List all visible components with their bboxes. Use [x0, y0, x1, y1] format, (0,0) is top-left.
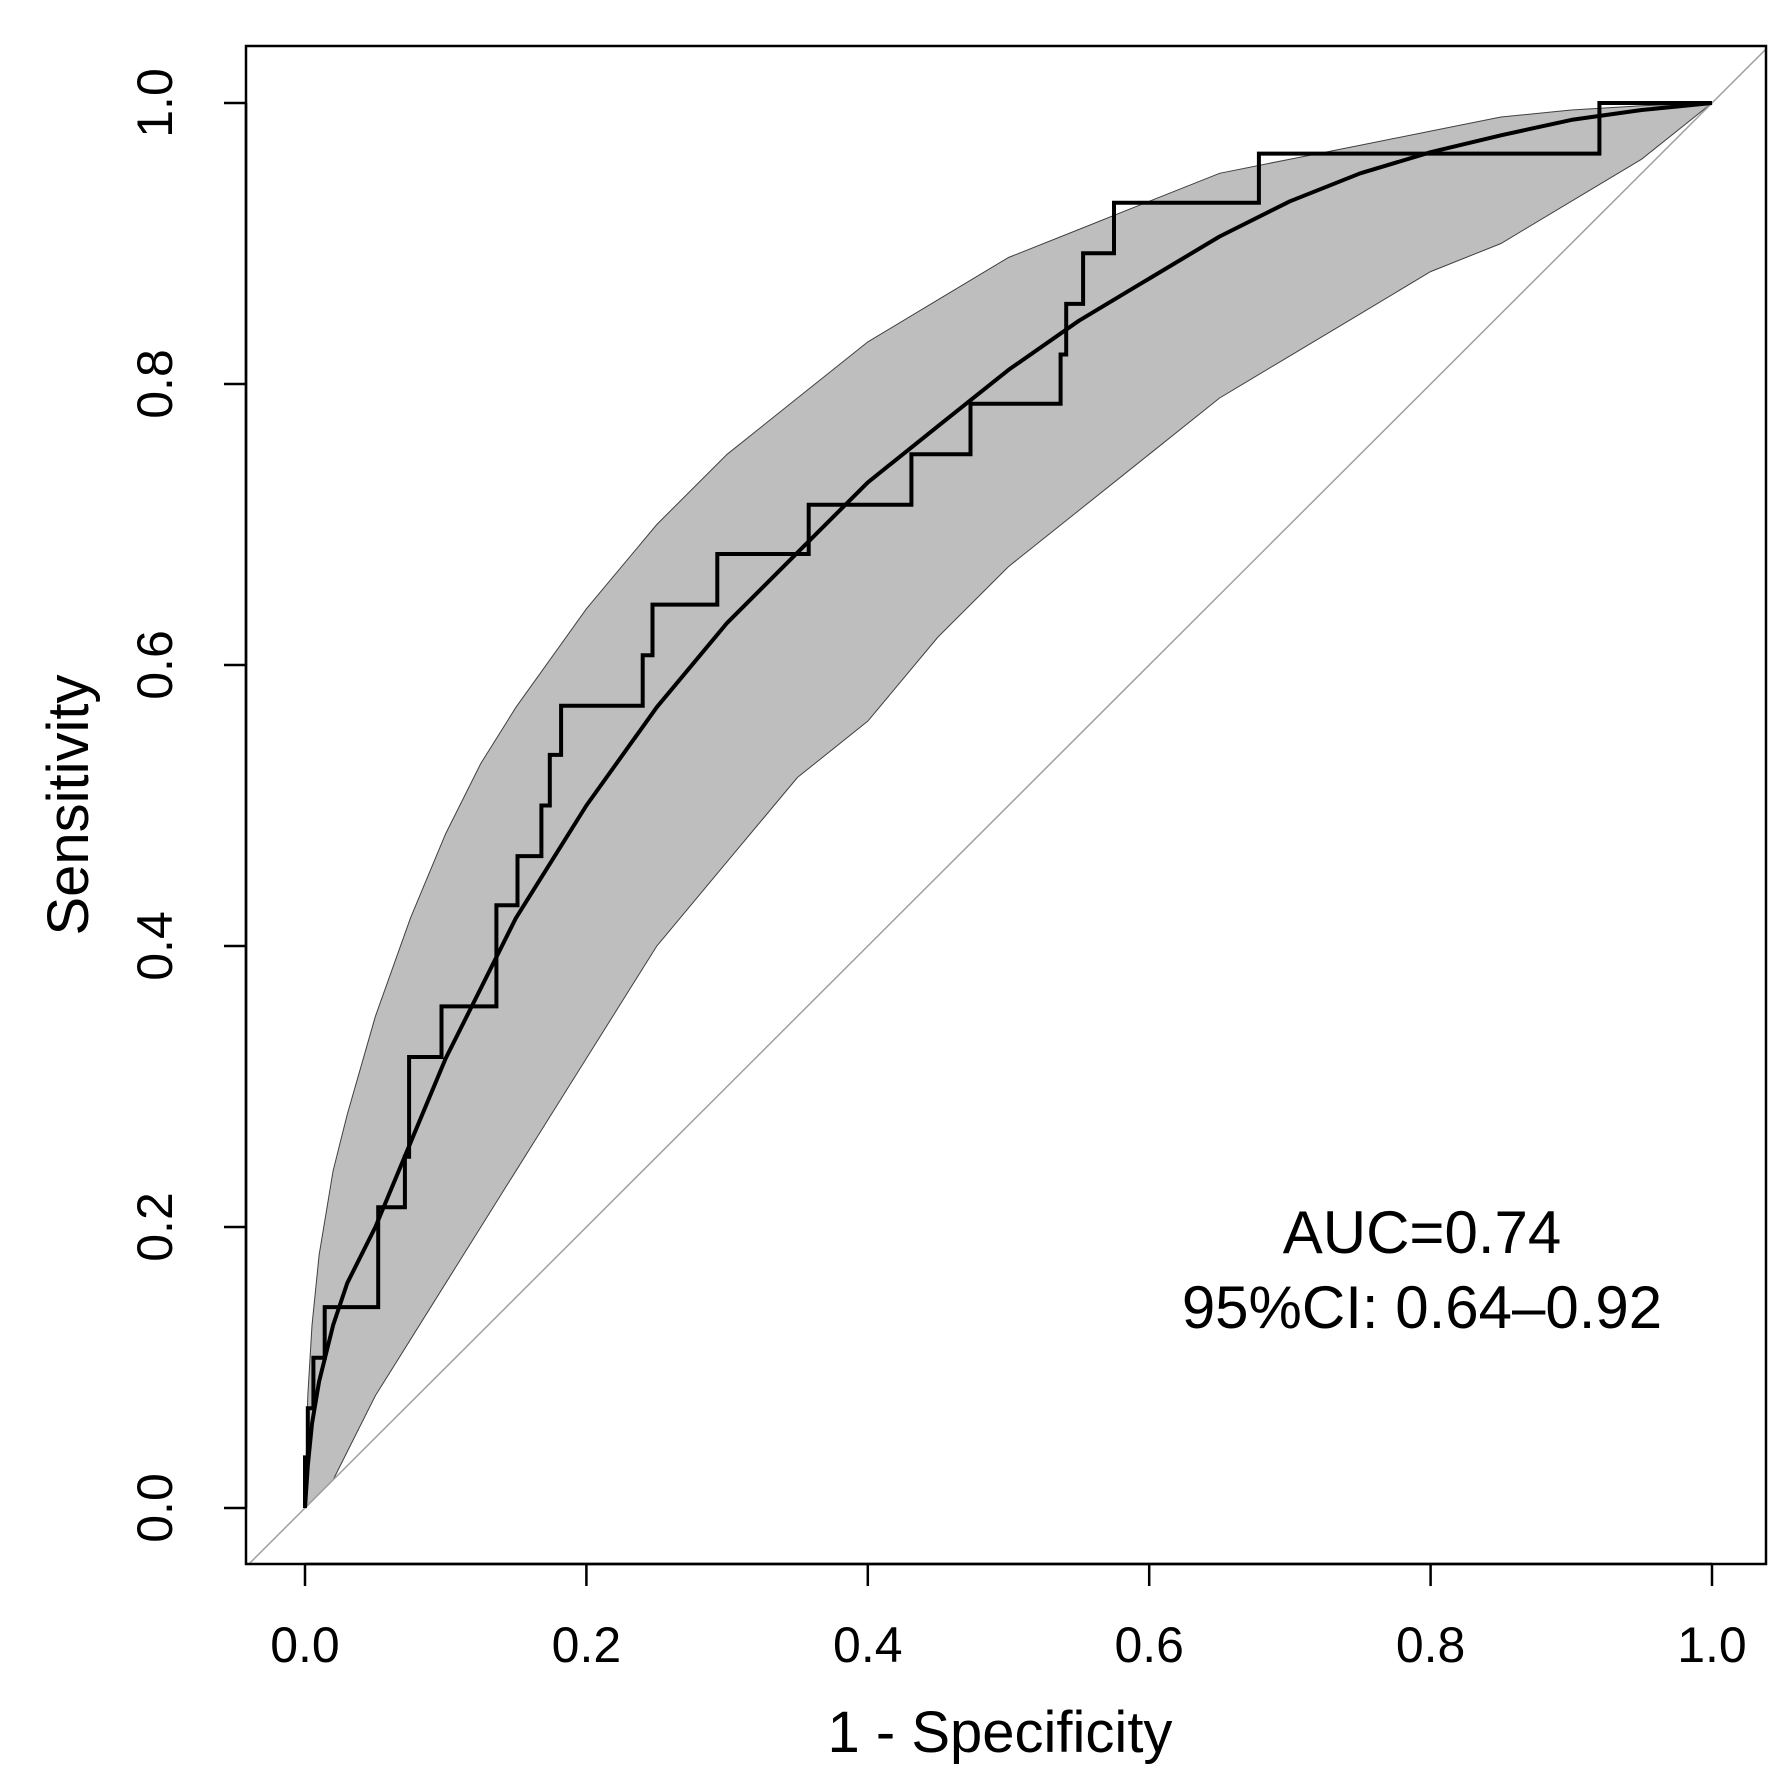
y-tick-label: 0.6	[127, 630, 183, 700]
x-axis-title: 1 - Specificity	[828, 1700, 1173, 1765]
y-axis: 0.0 0.2 0.4 0.6 0.8 1.0	[127, 68, 248, 1543]
y-tick-label: 1.0	[127, 68, 183, 138]
auc-annotation: AUC=0.74	[1283, 1199, 1562, 1266]
y-tick-label: 0.8	[127, 349, 183, 419]
chance-diagonal-line	[247, 48, 1766, 1564]
x-tick-label: 1.0	[1677, 1617, 1747, 1673]
x-tick-label: 0.2	[552, 1617, 622, 1673]
y-axis-title: Sensitivity	[36, 674, 101, 935]
ci-annotation: 95%CI: 0.64–0.92	[1182, 1274, 1662, 1341]
y-tick-label: 0.0	[127, 1473, 183, 1543]
x-tick-label: 0.0	[270, 1617, 340, 1673]
y-tick-label: 0.2	[127, 1192, 183, 1262]
x-tick-label: 0.4	[833, 1617, 903, 1673]
x-tick-label: 0.8	[1396, 1617, 1466, 1673]
x-axis: 0.0 0.2 0.4 0.6 0.8 1.0	[270, 1562, 1747, 1673]
empirical-roc-step-curve	[303, 101, 1712, 1508]
y-tick-label: 0.4	[127, 911, 183, 981]
smoothed-roc-curve	[303, 101, 1713, 1509]
x-tick-label: 0.6	[1114, 1617, 1184, 1673]
